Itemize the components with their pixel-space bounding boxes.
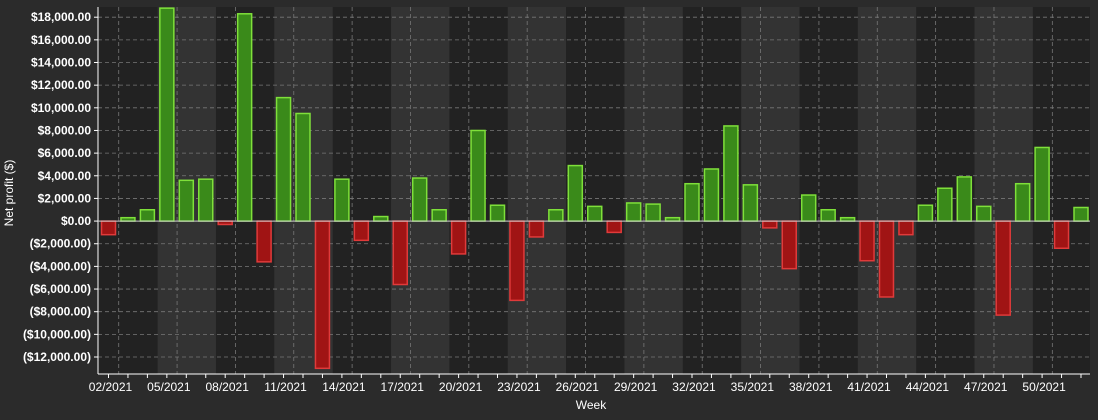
plot-band <box>857 7 917 374</box>
y-tick-label: $2,000.00 <box>38 191 92 205</box>
bar-profit <box>1014 182 1031 222</box>
bar-profit <box>742 184 759 222</box>
bar-profit <box>139 209 156 222</box>
y-tick-label: ($8,000.00) <box>30 305 91 319</box>
y-tick-label: ($10,000.00) <box>23 327 91 341</box>
bar-profit <box>334 178 350 222</box>
axes <box>97 7 1090 375</box>
bar-profit <box>800 194 817 222</box>
x-axis-label: Week <box>576 398 607 412</box>
x-tick-label: 26/2021 <box>556 380 600 394</box>
plot-band <box>624 7 683 374</box>
bar-loss <box>217 220 233 226</box>
bar-profit <box>723 125 739 222</box>
x-tick-label: 41/2021 <box>847 380 891 394</box>
bar-loss <box>878 220 895 298</box>
y-tick-label: ($6,000.00) <box>30 282 91 296</box>
x-tick-label: 17/2021 <box>381 380 425 394</box>
x-tick-label: 32/2021 <box>672 380 716 394</box>
bar-profit <box>976 205 992 222</box>
bar-profit <box>120 216 136 222</box>
bar-profit <box>1073 206 1089 222</box>
x-tick-label: 44/2021 <box>906 380 950 394</box>
bar-profit <box>178 179 195 222</box>
y-tick-label: $0.00 <box>61 214 91 228</box>
y-tick-label: $8,000.00 <box>38 123 92 137</box>
bar-profit <box>567 164 584 222</box>
x-tick-label: 50/2021 <box>1022 380 1066 394</box>
x-axis-ticks: 02/2021 05/2021 08/2021 11/2021 14/2021 17/20… <box>89 374 1082 394</box>
y-tick-label: $10,000.00 <box>31 101 91 115</box>
bar-loss <box>1053 220 1070 250</box>
x-tick-label: 23/2021 <box>497 380 541 394</box>
bar-profit <box>820 209 836 222</box>
bar-loss <box>859 220 875 262</box>
x-tick-label: 08/2021 <box>206 380 250 394</box>
x-tick-label: 20/2021 <box>439 380 483 394</box>
bar-loss <box>450 220 467 255</box>
bar-loss <box>995 220 1011 316</box>
bar-loss <box>528 220 545 238</box>
bar-profit <box>198 178 214 222</box>
bar-loss <box>509 220 525 302</box>
bar-loss <box>781 220 797 270</box>
y-tick-label: ($4,000.00) <box>30 259 91 273</box>
bar-profit <box>275 96 292 222</box>
x-tick-label: 02/2021 <box>89 380 133 394</box>
bar-profit <box>431 209 447 222</box>
x-tick-label: 47/2021 <box>964 380 1008 394</box>
bar-profit <box>411 177 428 222</box>
x-tick-label: 05/2021 <box>147 380 191 394</box>
bar-profit <box>625 202 642 222</box>
bar-profit <box>956 176 973 222</box>
bar-profit <box>587 205 603 222</box>
bar-loss <box>898 220 914 236</box>
bar-loss <box>762 220 778 229</box>
y-tick-label: $16,000.00 <box>31 33 91 47</box>
x-tick-label: 29/2021 <box>614 380 658 394</box>
bar-profit <box>937 187 953 222</box>
y-tick-label: $6,000.00 <box>38 146 92 160</box>
x-tick-label: 11/2021 <box>264 380 307 394</box>
plot-background <box>98 7 1090 374</box>
bar-loss <box>256 220 272 263</box>
bar-profit <box>1034 146 1050 222</box>
bar-loss <box>392 220 408 286</box>
y-tick-label: $18,000.00 <box>31 10 91 24</box>
bar-loss <box>606 220 622 234</box>
y-axis-label: Net profit ($) <box>2 160 16 227</box>
y-axis-ticks: $18,000.00 $16,000.00 $14,000.00 $12,000.00… <box>23 10 98 364</box>
bar-profit <box>236 13 253 222</box>
bar-profit <box>684 182 700 222</box>
y-tick-label: ($2,000.00) <box>30 237 91 251</box>
plot-band <box>507 7 567 374</box>
bar-profit <box>645 203 661 222</box>
plot-area <box>98 7 1090 374</box>
y-tick-label: $12,000.00 <box>31 78 91 92</box>
bar-loss <box>314 220 331 370</box>
bar-loss <box>353 220 370 242</box>
bar-profit <box>159 7 175 222</box>
x-tick-label: 38/2021 <box>789 380 833 394</box>
bar-loss <box>100 220 117 236</box>
bar-profit <box>917 204 934 222</box>
y-tick-label: $14,000.00 <box>31 56 91 70</box>
bar-profit <box>664 216 681 222</box>
bar-profit <box>548 209 564 222</box>
bar-profit <box>373 215 389 222</box>
x-tick-label: 35/2021 <box>731 380 775 394</box>
bar-profit <box>489 204 506 222</box>
y-tick-label: $4,000.00 <box>38 169 92 183</box>
bar-profit <box>839 216 856 222</box>
bar-profit <box>470 129 486 222</box>
y-tick-label: ($12,000.00) <box>23 350 91 364</box>
bar-profit <box>295 112 311 222</box>
bar-profit <box>703 168 720 222</box>
x-tick-label: 14/2021 <box>322 380 366 394</box>
